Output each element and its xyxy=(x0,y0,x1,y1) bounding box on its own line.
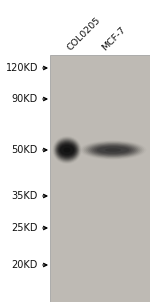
Text: 25KD: 25KD xyxy=(12,223,38,233)
Text: 120KD: 120KD xyxy=(6,63,38,73)
Ellipse shape xyxy=(85,142,141,158)
Ellipse shape xyxy=(56,140,78,160)
Ellipse shape xyxy=(59,144,75,156)
Ellipse shape xyxy=(55,139,79,161)
Text: COL0205: COL0205 xyxy=(66,15,103,52)
Bar xyxy=(50,55,150,302)
Ellipse shape xyxy=(63,147,70,153)
Ellipse shape xyxy=(95,146,131,154)
Ellipse shape xyxy=(89,144,137,156)
Ellipse shape xyxy=(54,138,80,162)
Ellipse shape xyxy=(53,137,81,163)
Text: 90KD: 90KD xyxy=(12,94,38,104)
Ellipse shape xyxy=(87,143,139,157)
Text: MCF-7: MCF-7 xyxy=(101,25,128,52)
Ellipse shape xyxy=(93,145,133,155)
Ellipse shape xyxy=(91,144,135,156)
Ellipse shape xyxy=(58,143,76,157)
Text: 20KD: 20KD xyxy=(12,260,38,270)
Ellipse shape xyxy=(84,142,142,159)
Text: 35KD: 35KD xyxy=(12,191,38,201)
Text: 50KD: 50KD xyxy=(12,145,38,155)
Ellipse shape xyxy=(60,145,74,155)
Ellipse shape xyxy=(57,142,76,158)
Ellipse shape xyxy=(97,146,129,153)
Ellipse shape xyxy=(82,141,144,159)
Ellipse shape xyxy=(57,141,77,159)
Ellipse shape xyxy=(105,148,121,152)
